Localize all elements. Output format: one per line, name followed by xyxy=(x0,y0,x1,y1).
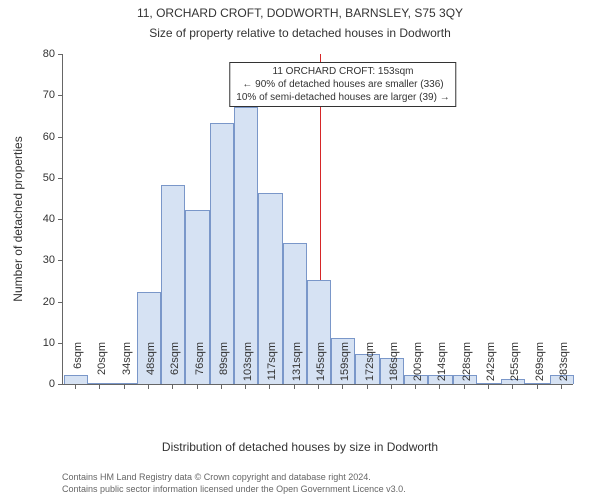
xtick-label: 89sqm xyxy=(218,342,230,392)
xtick-label: 159sqm xyxy=(339,342,351,392)
chart-title: 11, ORCHARD CROFT, DODWORTH, BARNSLEY, S… xyxy=(0,6,600,20)
xtick-label: 76sqm xyxy=(194,342,206,392)
xtick-label: 145sqm xyxy=(315,342,327,392)
chart-subtitle: Size of property relative to detached ho… xyxy=(0,26,600,40)
xtick-label: 228sqm xyxy=(461,342,473,392)
xtick-label: 214sqm xyxy=(436,342,448,392)
xtick-label: 20sqm xyxy=(96,342,108,392)
plot-area: 11 ORCHARD CROFT: 153sqm ← 90% of detach… xyxy=(62,54,573,385)
xtick-label: 117sqm xyxy=(266,342,278,392)
y-axis-label: Number of detached properties xyxy=(11,136,25,301)
x-axis-label: Distribution of detached houses by size … xyxy=(0,440,600,454)
ytick-label: 20 xyxy=(43,296,63,308)
annotation-line-1: 11 ORCHARD CROFT: 153sqm xyxy=(236,65,449,78)
annotation-line-3: 10% of semi-detached houses are larger (… xyxy=(236,91,449,104)
ytick-label: 10 xyxy=(43,337,63,349)
ytick-label: 80 xyxy=(43,48,63,60)
ytick-label: 0 xyxy=(49,378,63,390)
ytick-label: 70 xyxy=(43,89,63,101)
xtick-label: 283sqm xyxy=(558,342,570,392)
xtick-label: 131sqm xyxy=(291,342,303,392)
credits-line-1: Contains HM Land Registry data © Crown c… xyxy=(62,472,371,482)
xtick-label: 242sqm xyxy=(485,342,497,392)
ytick-label: 30 xyxy=(43,254,63,266)
xtick-label: 103sqm xyxy=(242,342,254,392)
xtick-label: 62sqm xyxy=(169,342,181,392)
xtick-label: 172sqm xyxy=(364,342,376,392)
ytick-label: 40 xyxy=(43,213,63,225)
annotation-box: 11 ORCHARD CROFT: 153sqm ← 90% of detach… xyxy=(229,62,456,107)
xtick-label: 255sqm xyxy=(509,342,521,392)
xtick-label: 200sqm xyxy=(412,342,424,392)
ytick-label: 60 xyxy=(43,131,63,143)
xtick-label: 186sqm xyxy=(388,342,400,392)
xtick-label: 34sqm xyxy=(121,342,133,392)
xtick-label: 269sqm xyxy=(534,342,546,392)
chart-container: 11, ORCHARD CROFT, DODWORTH, BARNSLEY, S… xyxy=(0,0,600,500)
xtick-label: 6sqm xyxy=(72,342,84,392)
xtick-label: 48sqm xyxy=(145,342,157,392)
annotation-line-2: ← 90% of detached houses are smaller (33… xyxy=(236,78,449,91)
credits-line-2: Contains public sector information licen… xyxy=(62,484,406,494)
ytick-label: 50 xyxy=(43,172,63,184)
